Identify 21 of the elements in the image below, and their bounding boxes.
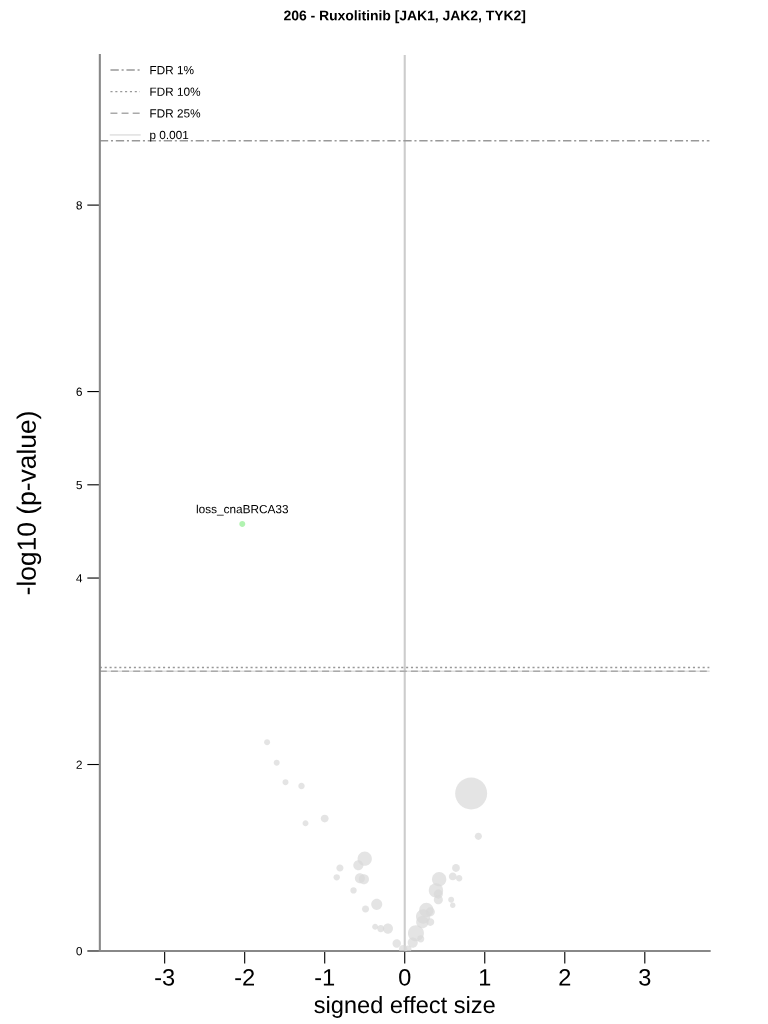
y-axis-title: -log10 (p-value) (16, 412, 42, 595)
annotation: loss_cnaBRCA33 (196, 504, 289, 516)
y-tick-label: 8 (76, 201, 82, 210)
x-axis-title: signed effect size (314, 995, 495, 1018)
legend-label: FDR 25% (150, 109, 201, 118)
x-tick-label: 2 (559, 968, 571, 986)
legend-label: FDR 10% (150, 87, 201, 96)
y-tick-label: 4 (76, 574, 83, 583)
chart-title: 206 - Ruxolitinib [JAK1, JAK2, TYK2] (284, 10, 526, 24)
y-tick-label: 0 (76, 947, 83, 956)
x-tick-label: 3 (639, 968, 651, 986)
y-tick-label: 6 (76, 387, 82, 396)
legend-label: p 0.001 (150, 130, 189, 142)
y-tick-label: 5 (76, 480, 82, 490)
x-tick-label: -3 (155, 968, 175, 986)
x-tick-label: -2 (235, 968, 254, 986)
y-tick-label: 2 (76, 760, 82, 769)
legend-label: FDR 1% (150, 65, 194, 75)
x-tick-label: 1 (480, 969, 491, 986)
x-tick-label: -1 (315, 969, 335, 986)
x-tick-label: 0 (399, 968, 411, 986)
